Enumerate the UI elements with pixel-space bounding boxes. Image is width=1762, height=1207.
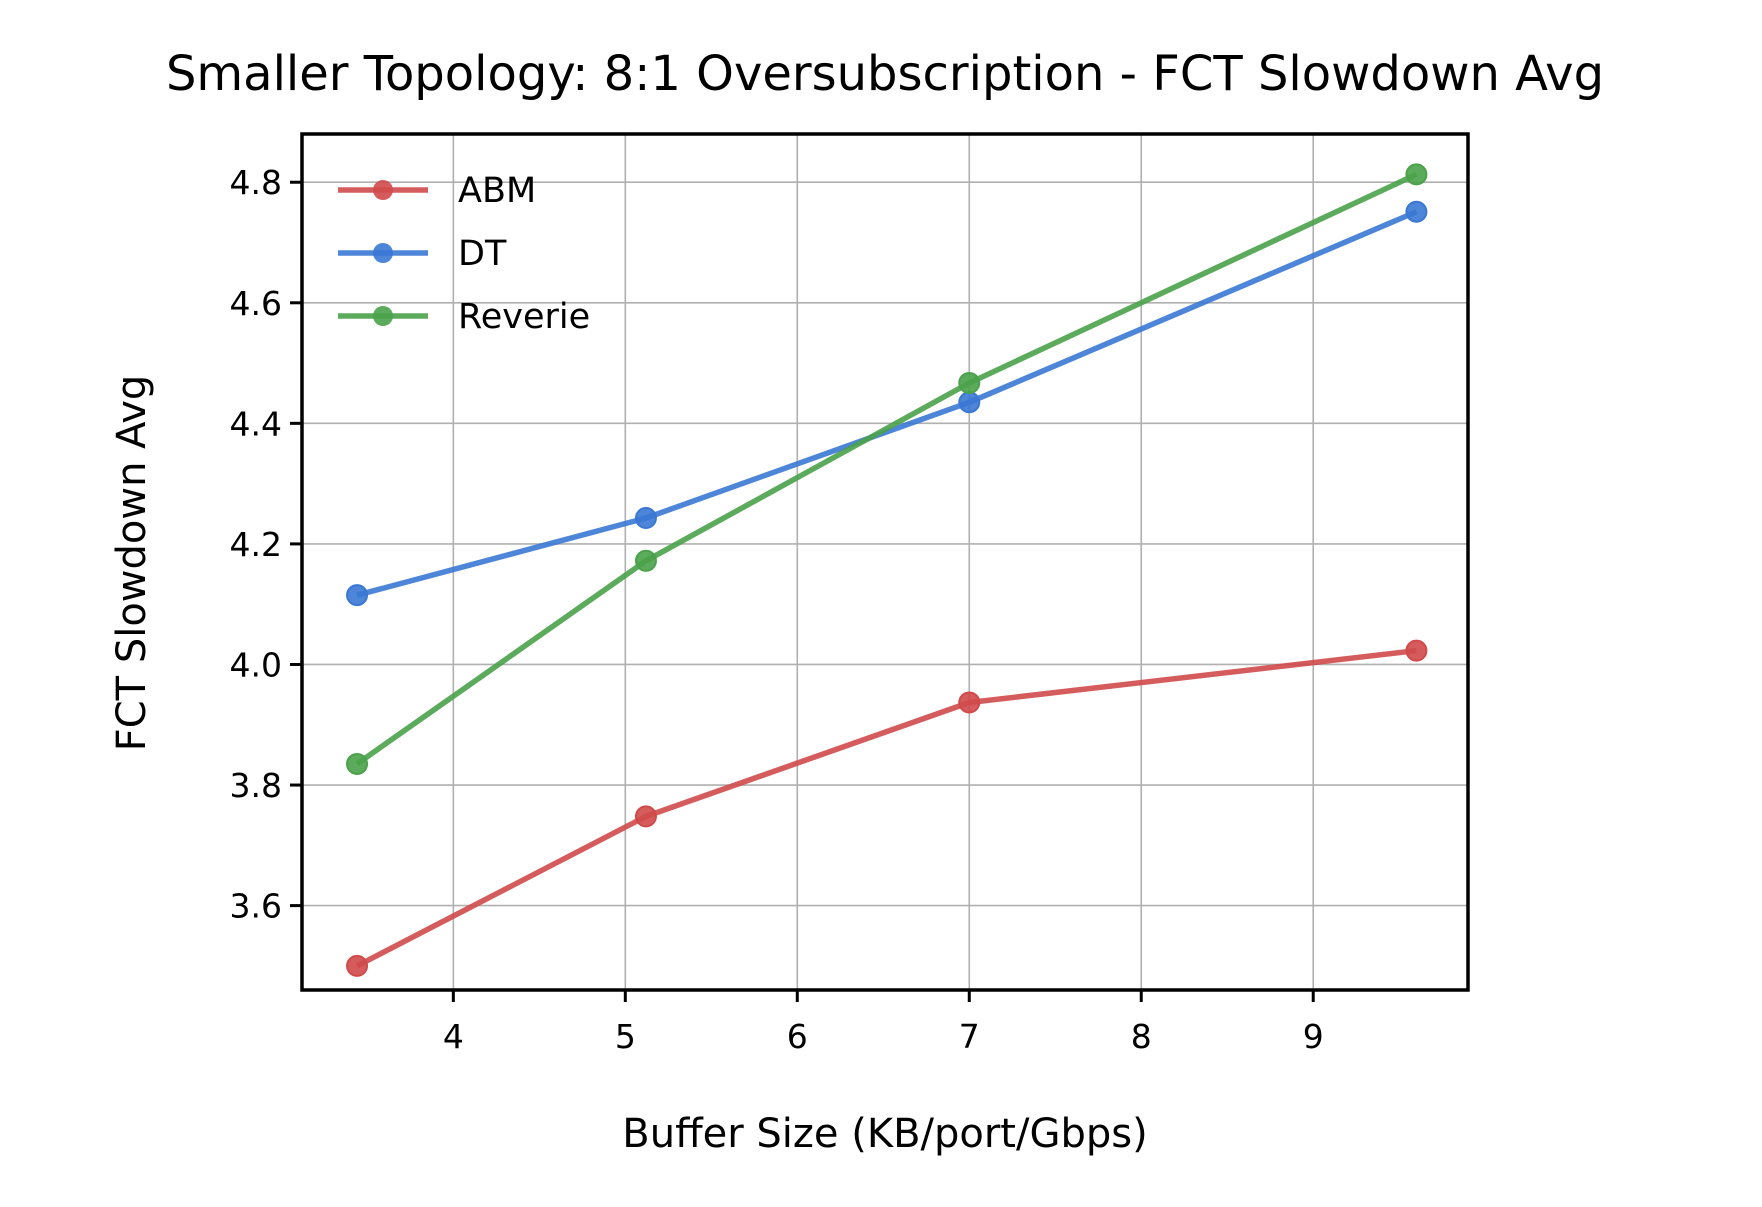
x-tick-label: 9 xyxy=(1303,1017,1324,1056)
x-axis-ticks: 4 5 6 7 8 9 xyxy=(443,990,1324,1056)
y-tick-label: 4.6 xyxy=(230,284,282,323)
plot-frame xyxy=(300,132,1470,992)
y-tick-label: 4.0 xyxy=(230,645,282,684)
series-line-abm xyxy=(355,647,1417,969)
data-point-reverie xyxy=(346,752,369,775)
series-layer xyxy=(346,163,1428,977)
series-line-reverie xyxy=(355,171,1418,767)
data-point-dt xyxy=(634,506,657,529)
legend-item-reverie: Reverie xyxy=(338,297,590,337)
data-point-abm xyxy=(346,954,369,977)
y-axis-ticks: 3.6 3.8 4.0 4.2 4.4 4.6 4.8 xyxy=(230,163,302,926)
x-tick-label: 6 xyxy=(787,1017,808,1056)
legend-marker-abm xyxy=(373,180,393,200)
legend-label-reverie: Reverie xyxy=(458,297,590,337)
data-point-reverie xyxy=(634,549,657,572)
series-abm xyxy=(346,639,1428,977)
x-tick-label: 8 xyxy=(1131,1017,1152,1056)
series-line-dt xyxy=(356,209,1418,598)
y-tick-label: 4.2 xyxy=(230,525,282,564)
legend-label-dt: DT xyxy=(458,234,507,274)
legend-item-abm: ABM xyxy=(338,171,536,211)
data-point-abm xyxy=(958,691,981,714)
x-tick-label: 7 xyxy=(959,1017,980,1056)
data-point-reverie xyxy=(1405,163,1428,186)
legend-label-abm: ABM xyxy=(458,171,536,211)
legend-marker-reverie xyxy=(373,306,393,326)
series-reverie xyxy=(346,163,1428,775)
y-axis-label: FCT Slowdown Avg xyxy=(109,375,155,752)
y-tick-label: 4.4 xyxy=(230,404,282,443)
data-point-abm xyxy=(1405,639,1428,662)
x-axis-label: Buffer Size (KB/port/Gbps) xyxy=(622,1111,1147,1157)
data-point-dt xyxy=(958,391,981,414)
legend: ABM DT Reverie xyxy=(338,171,590,337)
y-tick-label: 3.6 xyxy=(230,887,282,926)
data-point-dt xyxy=(346,584,369,607)
x-tick-label: 4 xyxy=(443,1017,464,1056)
data-point-dt xyxy=(1405,200,1428,223)
data-point-reverie xyxy=(958,371,981,394)
legend-marker-dt xyxy=(373,243,393,263)
chart-title: Smaller Topology: 8:1 Oversubscription -… xyxy=(166,46,1604,102)
y-tick-label: 4.8 xyxy=(230,163,282,202)
series-dt xyxy=(346,200,1428,607)
x-tick-label: 5 xyxy=(615,1017,636,1056)
y-tick-label: 3.8 xyxy=(230,766,282,805)
legend-item-dt: DT xyxy=(338,234,507,274)
data-point-abm xyxy=(634,805,657,828)
